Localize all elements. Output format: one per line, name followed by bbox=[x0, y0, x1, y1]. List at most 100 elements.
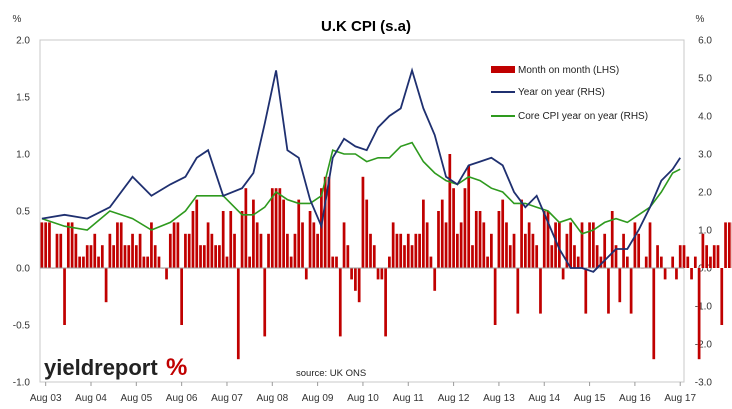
mom-bar bbox=[633, 222, 637, 268]
mom-bar bbox=[531, 233, 535, 268]
mom-bar bbox=[659, 256, 663, 268]
logo-percent-symbol: % bbox=[166, 354, 187, 381]
legend-label-yoy: Year on year (RHS) bbox=[518, 87, 605, 98]
mom-bar bbox=[614, 245, 618, 268]
mom-bar bbox=[712, 245, 716, 268]
mom-bar bbox=[595, 245, 599, 268]
mom-bar bbox=[425, 222, 429, 268]
mom-bar bbox=[376, 268, 380, 280]
mom-bar bbox=[440, 199, 444, 268]
mom-bar bbox=[142, 256, 146, 268]
right-tick-label: 1.0 bbox=[698, 226, 712, 237]
mom-bar bbox=[456, 233, 459, 268]
mom-bar bbox=[433, 268, 437, 291]
mom-bar bbox=[573, 245, 576, 268]
mom-bar bbox=[505, 222, 508, 268]
mom-bar bbox=[546, 211, 550, 268]
x-tick-label: Aug 05 bbox=[120, 393, 152, 404]
mom-bar bbox=[93, 233, 97, 268]
left-tick-label: 1.5 bbox=[16, 93, 30, 104]
mom-bar bbox=[85, 245, 89, 268]
mom-bar bbox=[539, 268, 542, 314]
mom-bar bbox=[187, 233, 191, 268]
mom-bar bbox=[675, 268, 678, 280]
mom-bar bbox=[550, 245, 554, 268]
logo-wordmark: yieldreport bbox=[44, 355, 158, 380]
mom-bar bbox=[716, 245, 720, 268]
x-tick-label: Aug 10 bbox=[347, 393, 379, 404]
mom-bar bbox=[520, 199, 523, 268]
mom-bar bbox=[705, 245, 709, 268]
mom-bar bbox=[97, 256, 100, 268]
x-axis-ticks: Aug 03 Aug 04 Aug 05 Aug 06 Aug 07 Aug 08 Aug … bbox=[30, 382, 697, 404]
mom-bar bbox=[263, 268, 267, 337]
right-tick-label: 4.0 bbox=[698, 112, 712, 123]
mom-bar bbox=[516, 268, 520, 314]
mom-bar bbox=[304, 268, 308, 280]
mom-bar bbox=[512, 233, 516, 268]
mom-bar bbox=[59, 233, 63, 268]
mom-bar bbox=[297, 199, 301, 268]
mom-bar bbox=[157, 256, 161, 268]
mom-bar bbox=[648, 222, 652, 268]
mom-bar bbox=[501, 199, 505, 268]
mom-bar bbox=[486, 256, 489, 268]
mom-bar bbox=[48, 222, 51, 268]
mom-bar bbox=[40, 222, 44, 268]
mom-bar bbox=[497, 211, 501, 268]
mom-bar bbox=[693, 256, 697, 268]
right-tick-label: -2.0 bbox=[695, 340, 713, 351]
mom-bar bbox=[644, 256, 648, 268]
mom-bar bbox=[138, 233, 142, 268]
mom-bar bbox=[391, 222, 395, 268]
source-note: source: UK ONS bbox=[296, 368, 366, 379]
mom-bar bbox=[286, 233, 289, 268]
mom-bar bbox=[150, 222, 153, 268]
mom-bar bbox=[119, 222, 123, 268]
x-tick-label: Aug 09 bbox=[302, 393, 334, 404]
legend-label-core: Core CPI year on year (RHS) bbox=[518, 111, 648, 122]
mom-bar bbox=[214, 245, 217, 268]
mom-bar bbox=[165, 268, 168, 280]
mom-bar bbox=[357, 268, 361, 303]
mom-bar bbox=[576, 256, 580, 268]
mom-bar bbox=[108, 233, 112, 268]
mom-bar bbox=[74, 233, 78, 268]
mom-bar bbox=[422, 199, 425, 268]
mom-bar bbox=[172, 222, 176, 268]
mom-bar bbox=[202, 245, 206, 268]
mom-bar bbox=[569, 222, 573, 268]
mom-bar bbox=[312, 222, 316, 268]
mom-bar bbox=[682, 245, 686, 268]
mom-bar bbox=[278, 188, 282, 268]
mom-bar bbox=[252, 199, 255, 268]
x-tick-label: Aug 12 bbox=[438, 393, 470, 404]
mom-bar bbox=[599, 256, 603, 268]
mom-bar bbox=[463, 188, 467, 268]
mom-bar bbox=[55, 233, 59, 268]
x-tick-label: Aug 11 bbox=[393, 393, 424, 404]
mom-bar bbox=[618, 268, 622, 303]
mom-bar bbox=[293, 233, 297, 268]
mom-bar bbox=[690, 268, 693, 280]
mom-bar bbox=[218, 245, 221, 268]
mom-bar bbox=[365, 199, 369, 268]
mom-bar bbox=[66, 222, 70, 268]
mom-bar bbox=[308, 211, 312, 268]
mom-bar bbox=[399, 233, 403, 268]
mom-bar bbox=[584, 268, 588, 314]
mom-bar bbox=[478, 211, 482, 268]
mom-bar bbox=[267, 233, 270, 268]
mom-bar bbox=[270, 188, 274, 268]
mom-bar bbox=[282, 199, 285, 268]
mom-bar bbox=[346, 245, 350, 268]
mom-bar bbox=[289, 256, 293, 268]
mom-bar bbox=[467, 165, 471, 268]
x-tick-label: Aug 14 bbox=[528, 393, 560, 404]
mom-bar bbox=[610, 211, 614, 268]
mom-bar bbox=[369, 233, 372, 268]
legend-swatch-mom bbox=[491, 66, 515, 73]
mom-bar bbox=[44, 222, 48, 268]
mom-bar bbox=[656, 245, 659, 268]
left-tick-label: -1.0 bbox=[13, 378, 31, 389]
